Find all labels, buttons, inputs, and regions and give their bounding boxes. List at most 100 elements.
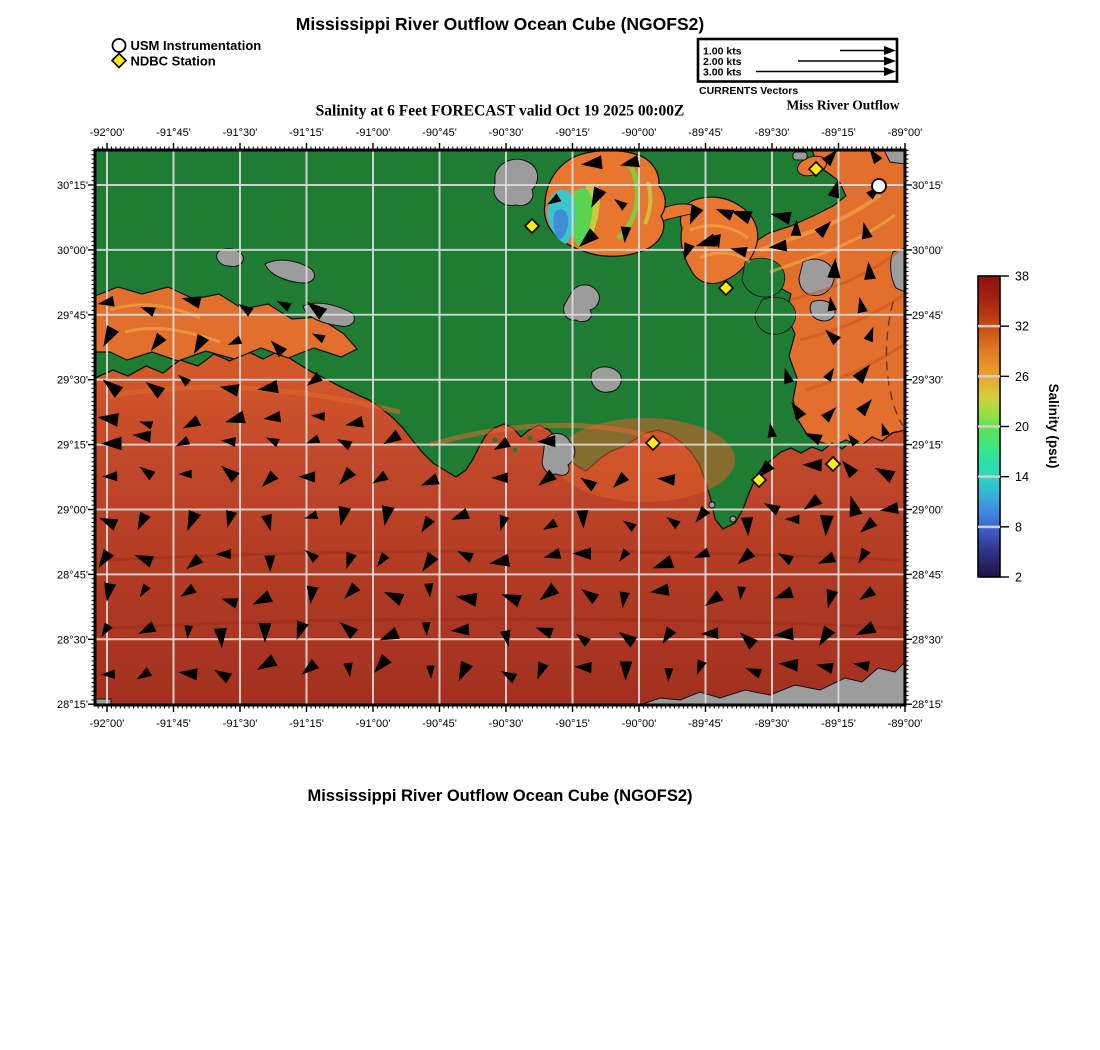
current-arrow bbox=[97, 295, 115, 307]
current-arrow bbox=[215, 549, 231, 560]
current-arrow bbox=[711, 234, 721, 249]
current-arrow bbox=[619, 591, 630, 608]
current-arrow bbox=[178, 469, 192, 479]
current-arrow bbox=[493, 437, 511, 450]
current-arrow bbox=[536, 435, 556, 448]
current-arrow bbox=[455, 592, 478, 607]
y-axis-label-right: 29°00' bbox=[912, 505, 943, 517]
current-arrow bbox=[187, 509, 202, 531]
current-arrow bbox=[276, 300, 292, 312]
current-arrow bbox=[500, 629, 511, 647]
current-arrow bbox=[499, 514, 510, 532]
colorbar-tick-label: 26 bbox=[1015, 370, 1029, 384]
current-arrow bbox=[252, 590, 273, 605]
current-arrow bbox=[134, 554, 154, 568]
current-arrow bbox=[489, 553, 511, 567]
current-arrow bbox=[420, 473, 440, 486]
current-arrow bbox=[849, 495, 863, 518]
current-arrow bbox=[261, 470, 279, 487]
current-arrow bbox=[97, 412, 119, 427]
current-arrow bbox=[305, 549, 320, 563]
current-arrow bbox=[857, 296, 868, 314]
current-arrow bbox=[139, 466, 156, 481]
current-arrow bbox=[715, 209, 735, 221]
current-arrow bbox=[791, 401, 807, 421]
y-axis-label-right: 29°45' bbox=[912, 310, 943, 322]
x-axis-label-top: -91°00' bbox=[356, 127, 391, 139]
current-arrow bbox=[576, 509, 589, 529]
y-axis-label-left: 30°15' bbox=[57, 180, 88, 192]
current-arrow bbox=[664, 668, 674, 682]
current-arrow bbox=[852, 364, 870, 384]
current-arrow bbox=[737, 547, 756, 565]
current-arrow bbox=[622, 520, 637, 532]
current-arrow bbox=[827, 296, 838, 312]
current-arrow bbox=[814, 221, 832, 239]
x-axis-label-bottom: -92°00' bbox=[90, 718, 125, 730]
current-arrow bbox=[458, 660, 473, 682]
x-axis-label-top: -89°45' bbox=[688, 127, 723, 139]
current-arrow bbox=[739, 632, 758, 650]
x-axis-label-bottom: -89°00' bbox=[888, 718, 923, 730]
current-arrow bbox=[578, 228, 600, 248]
y-axis-label-left: 29°15' bbox=[57, 440, 88, 452]
current-arrow bbox=[881, 422, 890, 437]
x-axis-label-top: -90°45' bbox=[422, 127, 457, 139]
current-arrow bbox=[581, 588, 600, 605]
current-arrow bbox=[572, 547, 592, 560]
x-axis-label-bottom: -91°45' bbox=[156, 718, 191, 730]
current-arrow bbox=[656, 474, 676, 486]
current-arrow bbox=[422, 552, 439, 572]
footer-title: Mississippi River Outflow Ocean Cube (NG… bbox=[307, 787, 692, 805]
plume-green-band bbox=[570, 187, 593, 246]
current-arrow bbox=[306, 585, 319, 605]
current-arrow bbox=[856, 399, 872, 417]
y-axis-label-right: 30°15' bbox=[912, 180, 943, 192]
page-title: Mississippi River Outflow Ocean Cube (NG… bbox=[296, 14, 704, 34]
current-arrow bbox=[619, 661, 633, 681]
current-arrow bbox=[580, 477, 598, 492]
ndbc-legend-label: NDBC Station bbox=[131, 54, 216, 69]
map-subtitle: Salinity at 6 Feet FORECAST valid Oct 19… bbox=[316, 103, 685, 120]
current-arrow bbox=[819, 625, 836, 646]
current-arrow bbox=[103, 325, 120, 347]
current-vectors bbox=[97, 150, 899, 684]
current-arrow bbox=[227, 335, 243, 345]
current-arrow bbox=[612, 471, 630, 488]
current-arrow bbox=[139, 421, 154, 430]
current-arrow bbox=[136, 667, 153, 680]
axis-labels: -92°00' -92°00' -91°45' -91°45' -91°30' -91°3… bbox=[57, 127, 943, 730]
x-axis-label-top: -90°15' bbox=[555, 127, 590, 139]
current-arrow bbox=[175, 435, 191, 447]
current-arrow bbox=[804, 432, 823, 446]
ndbc-diamond-icon bbox=[110, 52, 128, 69]
current-arrow bbox=[214, 669, 232, 684]
current-arrow bbox=[774, 586, 795, 599]
current-arrow bbox=[860, 516, 878, 533]
y-axis-label-left: 30°00' bbox=[57, 245, 88, 257]
current-arrow bbox=[311, 412, 325, 421]
current-arrow bbox=[784, 367, 795, 385]
current-arrow bbox=[145, 381, 166, 399]
current-arrow bbox=[821, 407, 837, 423]
y-axis-label-left: 29°45' bbox=[57, 310, 88, 322]
current-arrow bbox=[778, 658, 799, 672]
colorbar-tick-label: 14 bbox=[1015, 470, 1029, 484]
current-arrow bbox=[181, 296, 202, 309]
delta-gray-2 bbox=[729, 515, 737, 523]
currents-arrow-head bbox=[884, 56, 896, 66]
x-axis-label-top: -90°30' bbox=[489, 127, 524, 139]
current-arrow bbox=[777, 553, 794, 566]
current-arrow bbox=[535, 627, 554, 639]
current-arrow bbox=[817, 551, 837, 564]
current-arrow bbox=[258, 623, 272, 643]
current-arrow bbox=[226, 510, 237, 528]
current-arrow bbox=[377, 552, 390, 567]
y-axis-label-right: 30°00' bbox=[912, 245, 943, 257]
currents-legend-title: CURRENTS Vectors bbox=[699, 85, 798, 97]
bottom-left-bit bbox=[95, 698, 112, 705]
current-arrow bbox=[186, 553, 204, 570]
marsh-speck bbox=[492, 437, 498, 443]
current-arrow bbox=[652, 554, 675, 569]
